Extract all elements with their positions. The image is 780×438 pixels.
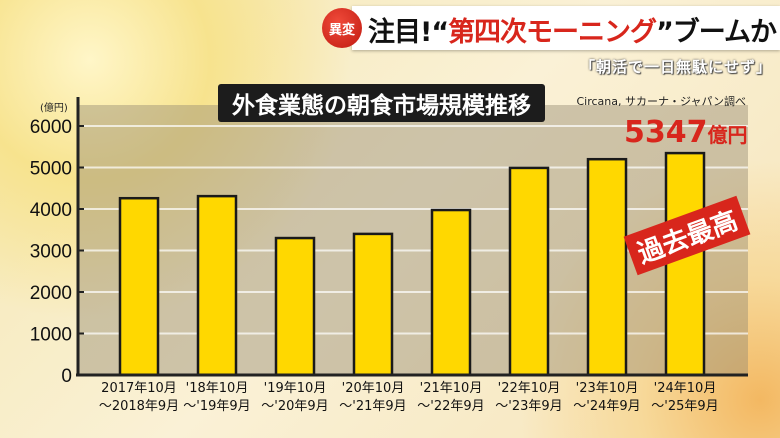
bar	[118, 196, 160, 377]
chart-title: 外食業態の朝食市場規模推移	[218, 84, 545, 122]
bar	[196, 194, 238, 377]
headline-bar	[352, 6, 780, 50]
headline-highlight: 第四次モーニング	[448, 17, 657, 48]
x-tick-label: '23年10月	[576, 381, 639, 396]
y-tick-label: 3000	[30, 242, 72, 263]
bar	[430, 208, 472, 377]
y-tick-label: 5000	[30, 159, 72, 180]
source-note: Circana, サカーナ・ジャパン調べ	[576, 95, 746, 108]
headline: 注目!“第四次モーニング”ブームか	[368, 10, 777, 49]
x-tick-label: '20年10月	[342, 381, 405, 396]
x-tick-label: 2017年10月	[101, 381, 177, 396]
x-tick-label: '24年10月	[654, 381, 717, 396]
bar	[508, 166, 550, 377]
x-tick-label: ～'23年9月	[495, 399, 562, 414]
x-tick-label: '19年10月	[264, 381, 327, 396]
y-tick-label: 0	[61, 366, 72, 387]
badge: 異変	[322, 8, 362, 48]
x-tick-label: ～'20年9月	[261, 399, 328, 414]
y-tick-label: 6000	[30, 117, 72, 138]
bar	[586, 157, 628, 377]
y-axis-unit: (億円)	[40, 103, 68, 114]
peak-unit: 億円	[707, 123, 748, 147]
x-tick-label: ～'21年9月	[339, 399, 406, 414]
peak-label: 5347億円	[624, 115, 748, 150]
bar	[352, 232, 394, 377]
headline-post: ”ブームか	[656, 17, 777, 48]
x-tick-label: ～'19年9月	[183, 399, 250, 414]
x-tick-label: '18年10月	[186, 381, 249, 396]
x-tick-label: '22年10月	[498, 381, 561, 396]
x-tick-label: ～2018年9月	[99, 399, 179, 414]
y-tick-label: 2000	[30, 283, 72, 304]
bar	[664, 151, 706, 377]
subheadline: 「朝活で一日無駄にせず」	[579, 58, 772, 76]
y-tick-label: 1000	[30, 325, 72, 346]
peak-value: 5347	[624, 115, 708, 150]
x-tick-label: '21年10月	[420, 381, 483, 396]
x-tick-label: ～'25年9月	[651, 399, 718, 414]
bar	[274, 236, 316, 377]
x-tick-label: ～'22年9月	[417, 399, 484, 414]
headline-pre: 注目!“	[368, 17, 449, 48]
y-tick-label: 4000	[30, 200, 72, 221]
x-tick-label: ～'24年9月	[573, 399, 640, 414]
